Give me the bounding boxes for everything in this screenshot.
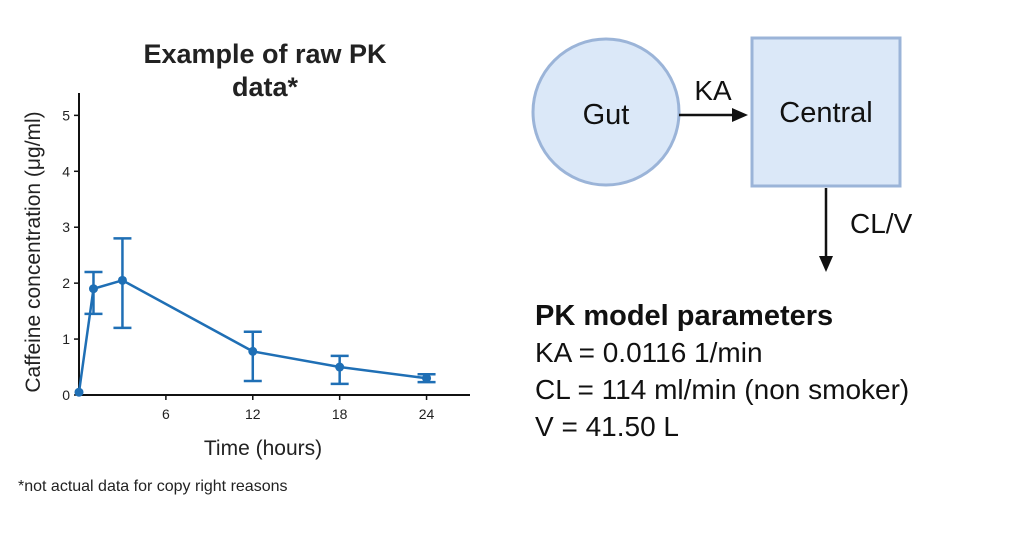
footnote: *not actual data for copy right reasons: [18, 478, 288, 495]
data-point: [422, 373, 432, 383]
chart-title-line-2: data*: [231, 72, 299, 102]
x-tick-label: 6: [162, 406, 170, 422]
y-tick-label: 2: [62, 275, 70, 291]
y-ticks: 0 1 2 3 4 5: [62, 107, 79, 403]
clv-label: CL/V: [850, 208, 913, 239]
y-tick-label: 3: [62, 219, 70, 235]
central-label: Central: [779, 97, 873, 129]
x-axis-label: Time (hours): [204, 437, 322, 460]
y-axis-label: Caffeine concentration (μg/ml): [22, 111, 45, 392]
ka-label: KA: [694, 75, 732, 106]
y-tick-label: 1: [62, 331, 70, 347]
data-points: [74, 275, 432, 397]
y-tick-label: 5: [62, 107, 70, 123]
central-compartment: [750, 36, 902, 188]
parameter-ka: KA = 0.0116 1/min: [535, 337, 763, 368]
error-bars: [84, 237, 436, 386]
ka-arrow: [679, 108, 748, 122]
compartment-diagram: Gut Central KA CL/V: [531, 36, 913, 272]
x-tick-label: 18: [332, 406, 348, 422]
chart-title-line-1: Example of raw PK: [143, 39, 387, 69]
data-point: [74, 387, 84, 397]
data-point: [88, 284, 98, 294]
y-tick-label: 0: [62, 387, 70, 403]
parameter-cl: CL = 114 ml/min (non smoker): [535, 374, 910, 405]
gut-compartment: [531, 37, 681, 187]
error-bar: [243, 330, 262, 383]
chart-title: Example of raw PK data*: [95, 38, 435, 104]
y-tick-label: 4: [62, 163, 70, 179]
clv-arrow: [819, 188, 833, 272]
series-line: [77, 279, 427, 393]
x-tick-label: 12: [245, 406, 261, 422]
gut-label: Gut: [583, 99, 630, 131]
parameters-title: PK model parameters: [535, 300, 834, 332]
x-tick-label: 24: [419, 406, 435, 422]
data-point: [335, 362, 345, 372]
parameter-v: V = 41.50 L: [535, 411, 680, 442]
data-point: [117, 275, 127, 285]
data-point: [248, 346, 258, 356]
x-ticks: 6 12 18 24: [162, 395, 435, 422]
